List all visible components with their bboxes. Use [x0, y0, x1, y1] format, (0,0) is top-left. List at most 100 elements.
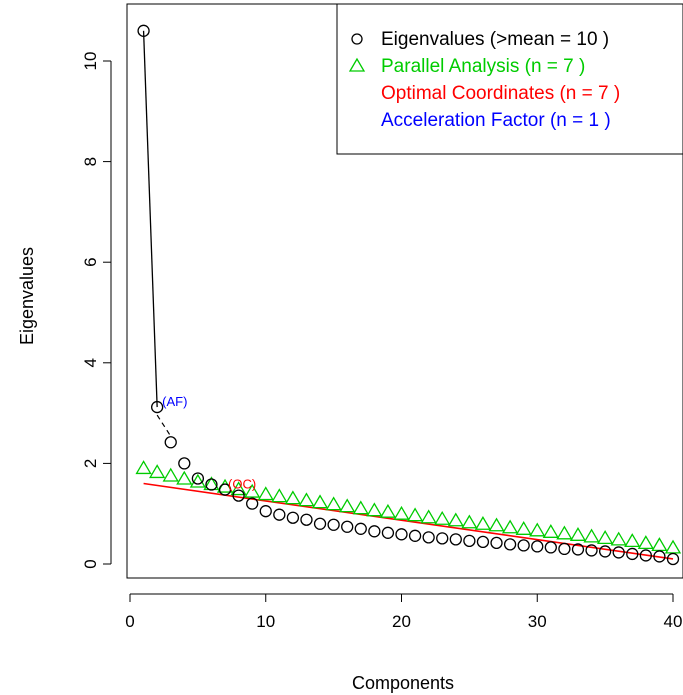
eigenvalue-point — [178, 457, 191, 470]
parallel-analysis-point — [447, 512, 464, 527]
eigenvalue-point — [585, 544, 598, 557]
eigenvalue-point — [381, 526, 395, 539]
eigenvalue-point — [626, 547, 639, 561]
parallel-analysis-point — [461, 514, 478, 529]
x-tick-label: 30 — [528, 612, 547, 631]
eigenvalue-point — [354, 522, 367, 535]
parallel-analysis-point — [569, 527, 587, 541]
parallel-analysis-point — [583, 528, 600, 543]
eigenvalue-point — [666, 552, 680, 566]
acceleration-factor-line — [142, 30, 158, 408]
parallel-analysis-point — [284, 490, 302, 505]
parallel-analysis-point — [325, 496, 342, 511]
parallel-analysis-point — [311, 494, 329, 509]
parallel-analysis-point — [393, 505, 410, 520]
x-tick-label: 20 — [392, 612, 411, 631]
eigenvalue-point — [544, 541, 557, 554]
x-tick-label: 10 — [256, 612, 275, 631]
eigenvalue-point — [273, 508, 286, 521]
eigenvalue-point — [286, 511, 300, 524]
legend-entry-label: Parallel Analysis (n = 7 ) — [381, 56, 585, 77]
eigenvalue-point — [408, 529, 422, 542]
parallel-analysis-point — [529, 522, 546, 537]
parallel-analysis-point — [420, 509, 437, 524]
eigenvalue-point — [259, 505, 272, 518]
eigenvalue-point — [422, 531, 435, 544]
eigenvalue-point — [653, 550, 666, 563]
parallel-analysis-point — [379, 503, 397, 518]
eigenvalue-point — [476, 535, 490, 549]
legend-entry-label: Optimal Coordinates (n = 7 ) — [381, 83, 620, 104]
parallel-analysis-point — [271, 488, 288, 503]
eigenvalue-point — [517, 539, 530, 552]
parallel-analysis-point — [352, 500, 369, 515]
eigenvalue-point — [503, 538, 517, 551]
eigenvalue-point — [449, 533, 462, 546]
oc-annotation: (OC) — [228, 477, 256, 492]
parallel-analysis-point — [434, 510, 451, 525]
parallel-analysis-point — [624, 533, 641, 548]
parallel-analysis-point — [515, 521, 532, 535]
eigenvalue-point — [639, 549, 652, 562]
parallel-analysis-point — [298, 492, 315, 507]
parallel-analysis-point — [176, 470, 193, 485]
eigenvalue-point — [150, 400, 164, 414]
eigenvalue-point — [463, 534, 476, 548]
parallel-analysis-point — [189, 473, 207, 488]
parallel-analysis-point — [542, 524, 559, 538]
parallel-analysis-point — [366, 502, 383, 517]
parallel-analysis-point — [339, 498, 356, 513]
legend-entry-label: Acceleration Factor (n = 1 ) — [381, 110, 611, 131]
eigenvalue-point — [218, 483, 232, 496]
axes: 0 2 4 6 8 10 0 10 20 30 40 — [81, 52, 682, 631]
parallel-analysis-point — [135, 460, 152, 475]
y-tick-label: 10 — [81, 52, 100, 71]
eigenvalue-point — [341, 520, 354, 533]
eigenvalue-point — [205, 478, 218, 491]
parallel-analysis-point — [610, 531, 627, 546]
parallel-analysis-point — [474, 515, 492, 530]
af-connector-line — [156, 414, 172, 437]
eigenvalue-point — [598, 545, 612, 558]
y-tick-label: 0 — [81, 559, 100, 568]
x-axis-title: Components — [352, 673, 454, 693]
eigenvalue-point — [300, 513, 313, 526]
parallel-analysis-point — [637, 535, 654, 550]
chart-marks — [135, 24, 682, 566]
legend-box — [336, 3, 683, 155]
parallel-analysis-point — [406, 507, 424, 522]
eigenvalue-point — [164, 436, 177, 449]
parallel-analysis-point — [556, 525, 573, 540]
parallel-analysis-point — [230, 481, 247, 496]
eigenvalue-point — [137, 24, 150, 37]
parallel-analysis-point — [501, 519, 519, 534]
legend-entry-label: Eigenvalues (>mean = 10 ) — [381, 29, 609, 50]
eigenvalue-point — [558, 542, 571, 556]
y-tick-label: 8 — [81, 157, 100, 166]
parallel-analysis-point — [488, 517, 505, 532]
eigenvalue-point — [313, 517, 327, 530]
parallel-analysis-point — [244, 483, 261, 498]
eigenvalue-point — [531, 540, 544, 553]
eigenvalue-point — [368, 525, 381, 538]
eigenvalue-point — [490, 536, 503, 550]
eigenvalue-point — [327, 518, 340, 531]
legend: Eigenvalues (>mean = 10 ) Parallel Analys… — [336, 3, 683, 155]
parallel-analysis-point — [162, 467, 179, 482]
eigenvalue-point — [612, 546, 625, 559]
eigenvalue-point — [191, 472, 205, 485]
legend-circle-marker — [351, 33, 363, 45]
x-tick-label: 0 — [125, 612, 134, 631]
eigenvalue-point — [232, 489, 245, 502]
af-annotation: (AF) — [162, 394, 187, 409]
legend-triangle-marker — [348, 57, 366, 72]
eigenvalue-point — [395, 528, 408, 541]
eigenvalue-point — [246, 497, 259, 510]
parallel-analysis-point — [149, 464, 166, 479]
y-axis-title: Eigenvalues — [17, 247, 37, 345]
y-tick-label: 2 — [81, 459, 100, 468]
y-tick-label: 4 — [81, 358, 100, 367]
x-tick-label: 40 — [664, 612, 683, 631]
y-tick-label: 6 — [81, 257, 100, 266]
